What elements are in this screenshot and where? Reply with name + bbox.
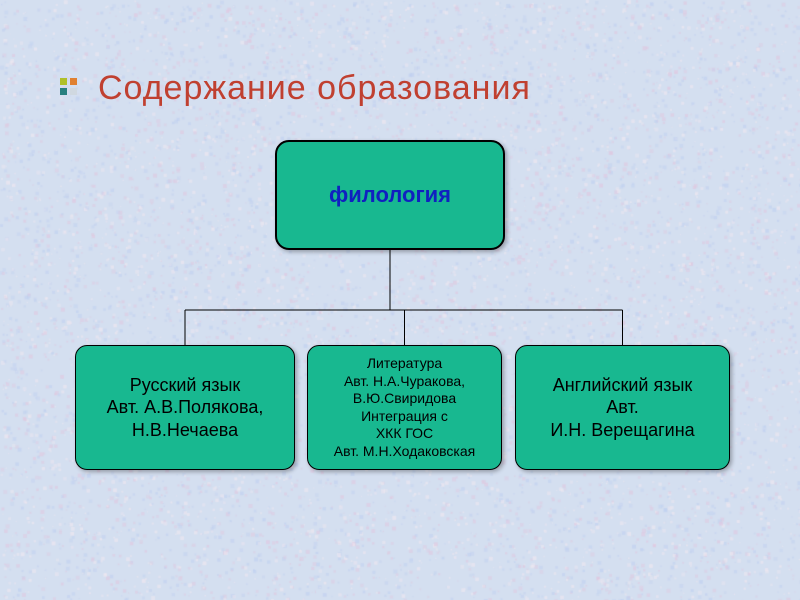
slide-content: Содержание образования филология Русский… (0, 0, 800, 600)
tree-connectors (0, 0, 800, 600)
